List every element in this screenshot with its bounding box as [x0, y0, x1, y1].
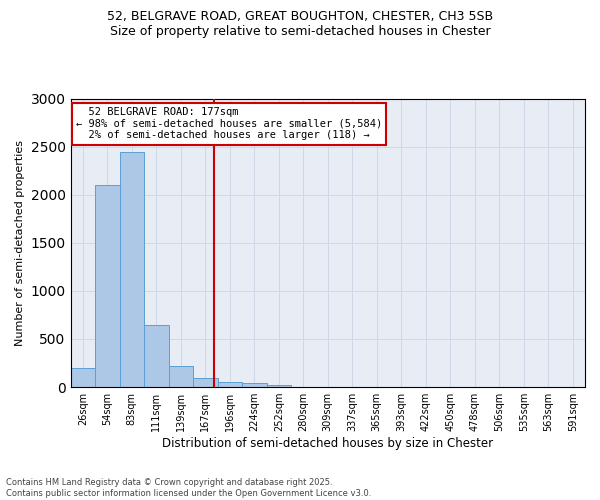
Y-axis label: Number of semi-detached properties: Number of semi-detached properties — [15, 140, 25, 346]
Text: 52 BELGRAVE ROAD: 177sqm
← 98% of semi-detached houses are smaller (5,584)
  2% : 52 BELGRAVE ROAD: 177sqm ← 98% of semi-d… — [76, 107, 382, 140]
Bar — [71, 368, 95, 387]
Text: 52, BELGRAVE ROAD, GREAT BOUGHTON, CHESTER, CH3 5SB
Size of property relative to: 52, BELGRAVE ROAD, GREAT BOUGHTON, CHEST… — [107, 10, 493, 38]
Bar — [242, 383, 266, 387]
Bar — [218, 382, 242, 387]
Bar — [144, 324, 169, 387]
Bar — [266, 384, 291, 387]
Bar — [119, 152, 144, 387]
X-axis label: Distribution of semi-detached houses by size in Chester: Distribution of semi-detached houses by … — [162, 437, 493, 450]
Bar — [95, 185, 119, 387]
Bar — [193, 378, 218, 387]
Text: Contains HM Land Registry data © Crown copyright and database right 2025.
Contai: Contains HM Land Registry data © Crown c… — [6, 478, 371, 498]
Bar — [169, 366, 193, 387]
